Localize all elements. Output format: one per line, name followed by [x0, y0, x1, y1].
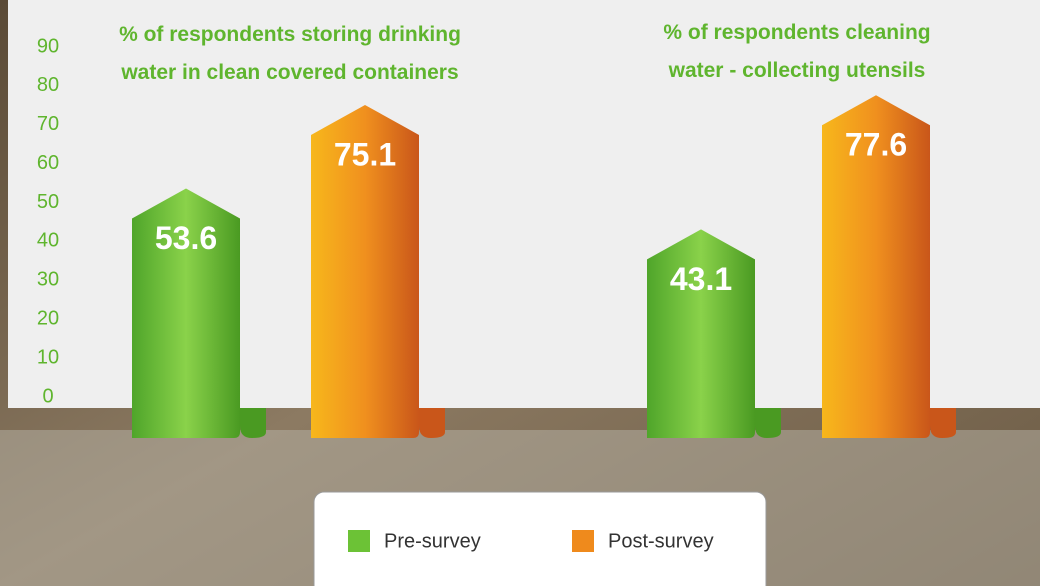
y-tick-label: 50 [37, 191, 59, 213]
y-tick-label: 90 [37, 35, 59, 57]
value-label: 53.6 [155, 220, 217, 256]
bar [311, 104, 419, 438]
value-label: 43.1 [670, 261, 732, 297]
y-tick-label: 70 [37, 113, 59, 135]
bar-foot [930, 408, 956, 438]
value-label: 75.1 [334, 136, 396, 172]
group-title: % of respondents cleaning water - collec… [663, 21, 931, 82]
y-tick-label: 10 [37, 346, 59, 368]
bar-foot [240, 408, 266, 438]
bar [132, 188, 240, 438]
y-tick-label: 80 [37, 74, 59, 96]
y-tick-label: 40 [37, 230, 59, 252]
value-label: 77.6 [845, 127, 907, 163]
y-tick-label: 20 [37, 308, 59, 330]
bar [647, 229, 755, 438]
group-title: % of respondents storing drinking water … [119, 23, 461, 84]
y-tick-label: 30 [37, 269, 59, 291]
y-tick-label: 0 [42, 385, 53, 407]
legend-box [313, 491, 767, 586]
bar-foot [419, 408, 445, 438]
legend-swatch [348, 530, 370, 552]
bar [822, 95, 930, 438]
legend-label: Pre-survey [384, 530, 481, 552]
legend-label: Post-survey [608, 530, 714, 552]
legend-swatch [572, 530, 594, 552]
y-tick-label: 60 [37, 152, 59, 174]
bar-foot [755, 408, 781, 438]
